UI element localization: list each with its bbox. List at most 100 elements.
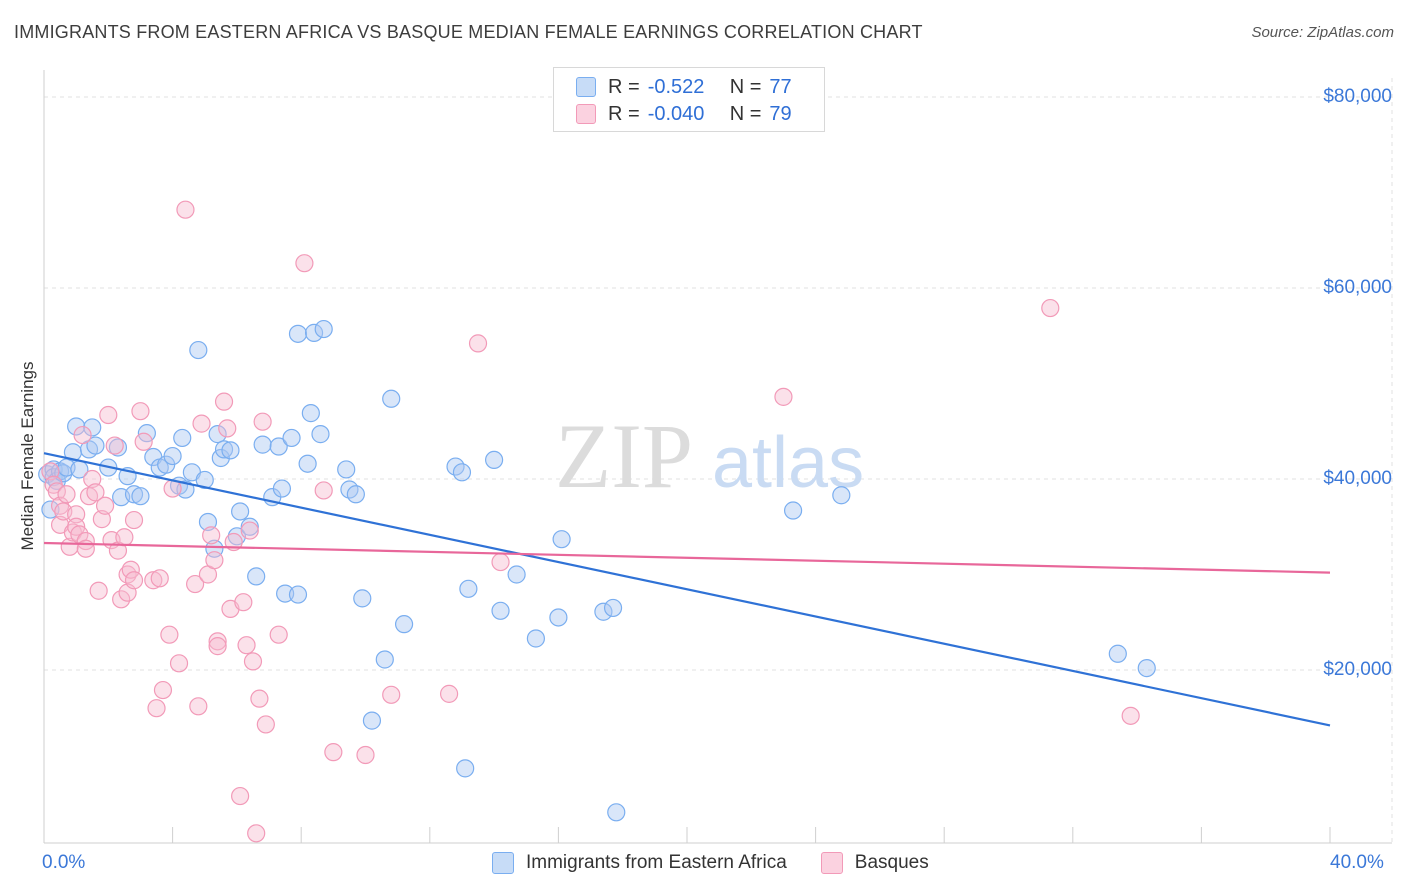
watermark-atlas: atlas: [712, 423, 864, 503]
data-point-eastern-africa: [362, 711, 382, 730]
data-point-basques: [95, 496, 115, 515]
legend-n-label: N =: [729, 75, 762, 98]
data-point-eastern-africa: [314, 319, 333, 339]
data-point-basques: [218, 419, 237, 438]
legend-n-label: N =: [729, 102, 762, 125]
data-point-basques: [240, 521, 259, 540]
legend-r-value: -0.522: [647, 75, 705, 98]
data-point-eastern-africa: [375, 650, 394, 669]
watermark-zip: ZIP: [555, 405, 693, 507]
data-point-basques: [124, 571, 144, 590]
data-point-eastern-africa: [276, 584, 295, 603]
data-point-basques: [774, 387, 793, 406]
data-point-eastern-africa: [552, 530, 571, 549]
correlation-legend: R = -0.522 N = 77 R = -0.040 N = 79: [553, 67, 825, 132]
y-tick-label: $20,000: [1323, 659, 1392, 680]
legend-item-basques[interactable]: Basques: [820, 852, 929, 874]
data-point-basques: [491, 552, 510, 572]
legend-swatch-blue: [492, 852, 514, 874]
data-point-basques: [153, 680, 173, 700]
data-point-eastern-africa: [526, 629, 545, 648]
grid-lines: [44, 78, 1393, 843]
data-point-basques: [208, 637, 227, 656]
trend-lines: [43, 452, 1331, 727]
data-point-eastern-africa: [253, 435, 272, 454]
data-point-basques: [237, 636, 256, 655]
data-point-basques: [131, 402, 150, 421]
data-point-basques: [256, 715, 275, 734]
data-point-eastern-africa: [1108, 644, 1127, 663]
data-point-eastern-africa: [124, 485, 144, 504]
data-point-basques: [115, 528, 134, 547]
data-point-basques: [468, 334, 488, 353]
data-point-eastern-africa: [288, 324, 308, 343]
data-point-eastern-africa: [198, 512, 218, 532]
series-basques-points: [41, 200, 1140, 843]
y-tick-label: $40,000: [1323, 468, 1392, 489]
data-point-basques: [105, 436, 124, 455]
data-point-eastern-africa: [131, 487, 150, 506]
legend-row-eastern-africa: R = -0.522 N = 77: [576, 75, 792, 99]
legend-row-basques: R = -0.040 N = 79: [576, 102, 792, 126]
data-point-eastern-africa: [607, 803, 626, 822]
data-point-basques: [1121, 706, 1140, 725]
series-eastern-africa-points: [38, 319, 1156, 822]
data-point-basques: [269, 625, 288, 644]
data-point-eastern-africa: [459, 579, 478, 598]
data-point-basques: [160, 625, 179, 644]
data-point-basques: [73, 425, 92, 445]
data-point-basques: [314, 481, 333, 500]
data-point-basques: [192, 414, 211, 433]
data-point-eastern-africa: [337, 460, 356, 479]
data-point-eastern-africa: [240, 517, 259, 536]
data-point-eastern-africa: [485, 450, 504, 469]
data-point-basques: [208, 632, 227, 651]
x-tick-label: 0.0%: [42, 852, 86, 873]
data-point-eastern-africa: [176, 480, 195, 499]
data-point-eastern-africa: [549, 608, 568, 627]
legend-r-label: R =: [608, 75, 640, 98]
data-point-eastern-africa: [304, 323, 324, 342]
data-point-basques: [189, 697, 208, 716]
data-point-eastern-africa: [195, 470, 214, 490]
data-point-eastern-africa: [491, 601, 510, 620]
data-point-basques: [324, 743, 343, 762]
data-point-eastern-africa: [452, 463, 472, 482]
data-point-basques: [86, 483, 105, 502]
data-point-eastern-africa: [86, 436, 105, 455]
data-point-basques: [176, 200, 195, 219]
data-point-basques: [99, 405, 118, 425]
data-point-eastern-africa: [298, 454, 317, 473]
data-point-basques: [89, 581, 108, 600]
legend-n-value: 79: [769, 102, 792, 125]
data-point-eastern-africa: [221, 441, 240, 460]
data-point-eastern-africa: [173, 428, 192, 448]
data-point-basques: [382, 685, 401, 704]
data-point-basques: [147, 699, 166, 718]
data-point-basques: [92, 510, 111, 529]
data-point-eastern-africa: [594, 602, 613, 621]
source-label: Source: ZipAtlas.com: [1251, 24, 1394, 41]
data-point-eastern-africa: [282, 428, 301, 448]
data-point-eastern-africa: [247, 567, 266, 586]
chart-title: IMMIGRANTS FROM EASTERN AFRICA VS BASQUE…: [14, 22, 923, 42]
data-point-eastern-africa: [269, 437, 288, 456]
data-point-eastern-africa: [214, 440, 234, 459]
data-point-basques: [169, 654, 189, 673]
data-point-basques: [439, 684, 459, 703]
data-point-basques: [214, 392, 234, 411]
data-point-basques: [202, 526, 221, 545]
data-point-basques: [247, 824, 266, 843]
data-point-basques: [134, 432, 153, 451]
legend-swatch-pink: [820, 852, 843, 874]
data-point-basques: [253, 412, 272, 431]
data-point-basques: [186, 574, 205, 594]
data-point-eastern-africa: [272, 479, 292, 498]
data-point-basques: [144, 571, 163, 590]
data-point-basques: [50, 496, 70, 515]
data-point-eastern-africa: [189, 340, 208, 360]
legend-item-eastern-africa[interactable]: Immigrants from Eastern Africa: [492, 852, 787, 874]
data-point-eastern-africa: [832, 486, 851, 505]
data-point-basques: [1041, 298, 1060, 318]
